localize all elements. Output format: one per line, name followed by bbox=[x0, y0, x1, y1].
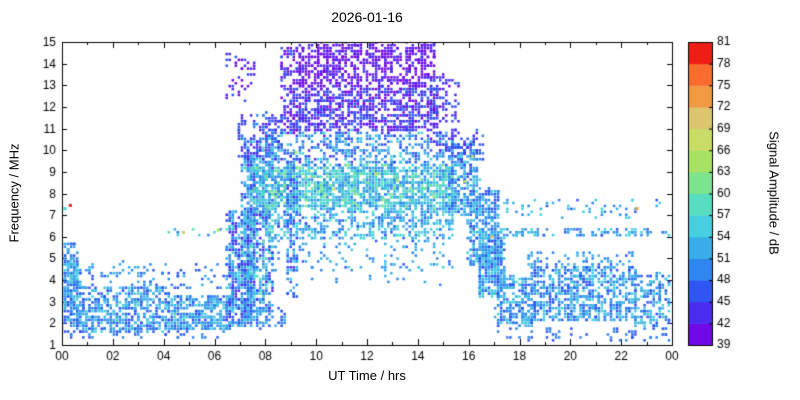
colorbar-label: Signal Amplitude / dB bbox=[766, 131, 782, 255]
x-axis-label: UT Time / hrs bbox=[328, 368, 406, 383]
y-axis-label: Frequency / MHz bbox=[6, 143, 22, 243]
chart-title: 2026-01-16 bbox=[331, 9, 403, 25]
